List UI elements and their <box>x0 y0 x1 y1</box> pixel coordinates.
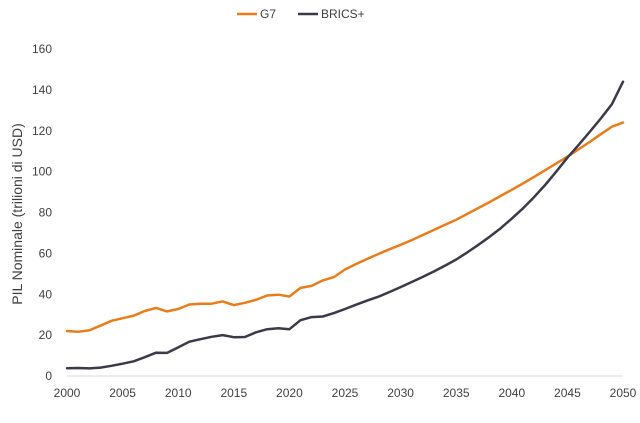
x-tick-label: 2030 <box>387 386 414 400</box>
legend-label-brics: BRICS+ <box>321 7 365 21</box>
x-tick-label: 2005 <box>109 386 136 400</box>
x-tick-label: 2040 <box>498 386 525 400</box>
y-tick-label: 20 <box>39 328 53 342</box>
y-tick-label: 80 <box>39 206 53 220</box>
legend: G7 BRICS+ <box>237 7 365 21</box>
series-line-brics <box>65 80 625 370</box>
y-tick-label: 40 <box>39 287 53 301</box>
x-tick-label: 2025 <box>332 386 359 400</box>
series-line-g7 <box>65 121 625 333</box>
x-tick-label: 2000 <box>54 386 81 400</box>
x-axis-ticks: 2000 2005 2010 2015 2020 2025 2030 2035 2040 2045… <box>54 386 637 400</box>
legend-label-g7: G7 <box>260 7 276 21</box>
x-tick-label: 2045 <box>554 386 581 400</box>
y-axis-label: PIL Nominale (trilioni di USD) <box>9 123 25 305</box>
y-tick-label: 120 <box>32 124 52 138</box>
y-tick-label: 160 <box>32 42 52 56</box>
y-tick-label: 100 <box>32 165 52 179</box>
series-group <box>65 80 625 370</box>
y-axis-ticks: 0 20 40 60 80 100 120 140 160 <box>32 42 52 383</box>
x-tick-label: 2035 <box>443 386 470 400</box>
y-tick-label: 0 <box>45 369 52 383</box>
x-tick-label: 2020 <box>276 386 303 400</box>
x-tick-label: 2050 <box>610 386 637 400</box>
y-tick-label: 60 <box>39 246 53 260</box>
y-tick-label: 140 <box>32 83 52 97</box>
x-tick-label: 2010 <box>165 386 192 400</box>
x-tick-label: 2015 <box>220 386 247 400</box>
